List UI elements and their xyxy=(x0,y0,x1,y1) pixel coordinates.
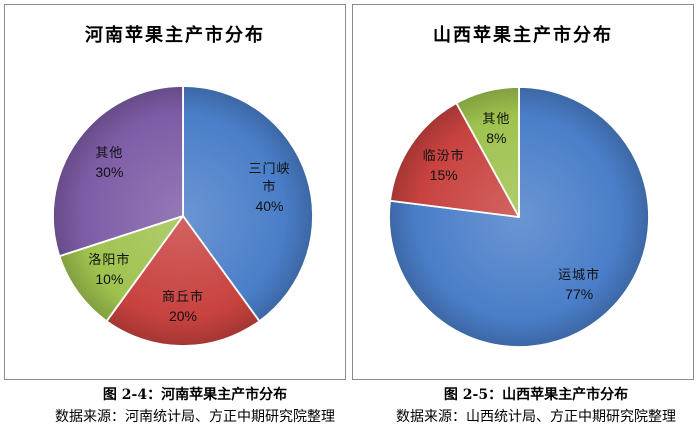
slice-percent: 20% xyxy=(168,308,198,324)
source-note: 数据来源：河南统计局、方正中期研究院整理 xyxy=(55,409,335,425)
slice-labels: 运城市 77% 临汾市 15% 其他 8% xyxy=(353,5,693,379)
pie-slice xyxy=(105,215,261,347)
slice-name: 洛阳市 xyxy=(88,252,131,268)
slice-percent: 30% xyxy=(95,163,124,180)
pie-slice xyxy=(455,86,520,218)
slice-label: 其他 30% xyxy=(86,145,132,181)
slice-name: 其他 xyxy=(95,145,124,161)
pie-chart-shanxi xyxy=(388,86,650,348)
slice-label: 三门峡市 40% xyxy=(247,161,293,215)
figure-caption-block: 图 2-5：山西苹果主产市分布 数据来源：山西统计局、方正中期研究院整理 xyxy=(372,385,700,427)
figure-caption: 图 2-4：河南苹果主产市分布 xyxy=(102,387,288,403)
figure-caption: 图 2-5：山西苹果主产市分布 xyxy=(443,387,629,403)
pie-slice xyxy=(182,85,314,323)
pie-slice xyxy=(389,102,520,218)
slice-percent: 8% xyxy=(486,129,507,146)
slice-percent: 10% xyxy=(95,270,124,287)
slice-percent: 77% xyxy=(565,286,594,303)
figure-caption-block: 图 2-4：河南苹果主产市分布 数据来源：河南统计局、方正中期研究院整理 xyxy=(20,385,370,427)
slice-label: 运城市 77% xyxy=(556,267,602,303)
chart-title: 河南苹果主产市分布 xyxy=(85,25,265,46)
chart-title: 山西苹果主产市分布 xyxy=(433,25,613,46)
pie-slice xyxy=(58,215,184,323)
chart-panel-shanxi: 山西苹果主产市分布 运城市 77% 临汾市 15% 其他 8% xyxy=(352,4,694,380)
slice-label: 商丘市 20% xyxy=(160,289,206,325)
chart-panel-henan: 河南苹果主产市分布 三门峡市 40% 商丘市 20% 洛阳市 10% 其他 30% xyxy=(4,4,346,380)
slice-name: 商丘市 xyxy=(161,290,204,305)
slice-name: 临汾市 xyxy=(422,148,465,164)
slice-labels: 三门峡市 40% 商丘市 20% 洛阳市 10% 其他 30% xyxy=(5,5,345,379)
slice-name: 其他 xyxy=(482,111,511,127)
slice-label: 临汾市 15% xyxy=(421,148,467,184)
slice-label: 洛阳市 10% xyxy=(86,252,132,288)
slice-percent: 15% xyxy=(429,166,458,183)
pie-chart-henan xyxy=(52,85,314,347)
slice-name: 三门峡市 xyxy=(248,161,291,195)
slice-label: 其他 8% xyxy=(473,111,519,147)
slice-percent: 40% xyxy=(255,197,284,214)
pie-slice xyxy=(52,85,184,258)
slice-name: 运城市 xyxy=(558,268,601,284)
source-note: 数据来源：山西统计局、方正中期研究院整理 xyxy=(396,409,676,425)
